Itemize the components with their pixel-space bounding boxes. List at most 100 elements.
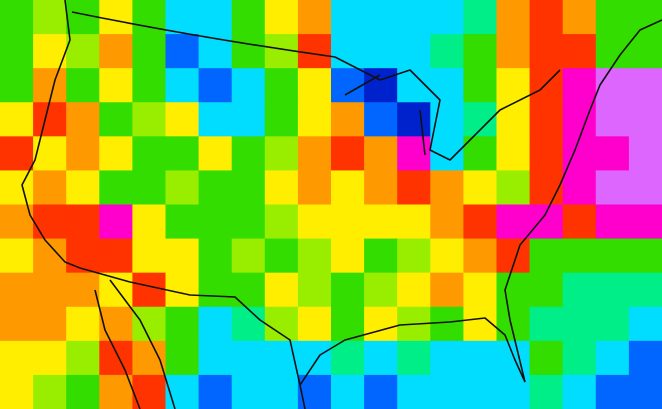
heat-cell: [66, 34, 100, 69]
heat-cell: [264, 238, 299, 274]
heat-cell: [529, 170, 564, 205]
heat-cell: [397, 272, 431, 308]
heat-cell: [66, 306, 100, 342]
heat-cell: [364, 374, 398, 409]
heat-cell: [33, 170, 67, 205]
heat-cell: [529, 374, 564, 409]
heat-cell: [165, 272, 200, 308]
heat-cell: [595, 68, 630, 103]
heat-cell: [231, 34, 266, 69]
heat-cell: [463, 238, 497, 274]
heat-cell: [165, 238, 200, 274]
heat-cell: [463, 0, 497, 35]
heat-cell: [297, 34, 332, 69]
heat-cell: [33, 374, 67, 409]
heat-cell: [595, 374, 630, 409]
heat-cell: [364, 340, 398, 376]
heat-cell: [297, 238, 332, 274]
heat-cell: [264, 68, 299, 103]
heat-cell: [529, 0, 564, 35]
heat-cell: [463, 374, 497, 409]
heat-cell: [99, 34, 133, 69]
heat-cell: [165, 340, 200, 376]
heat-cell: [0, 102, 34, 137]
heat-cell: [132, 34, 166, 69]
heat-cell: [231, 170, 266, 205]
heat-cell: [132, 238, 166, 274]
heat-cell: [0, 34, 34, 69]
heat-cell: [0, 374, 34, 409]
heat-cell: [99, 68, 133, 103]
heat-cell: [364, 170, 398, 205]
gulf-coast: [299, 317, 526, 386]
heat-cell: [562, 306, 597, 342]
heat-cell: [397, 34, 431, 69]
heat-cell: [264, 170, 299, 205]
heat-cell: [595, 0, 630, 35]
heat-cell: [529, 204, 564, 240]
heat-cell: [0, 238, 34, 274]
heat-cell: [132, 306, 166, 342]
heat-cell: [198, 170, 233, 205]
heat-cell: [297, 272, 332, 308]
heat-cell: [0, 340, 34, 376]
baja: [94, 279, 176, 409]
heat-cell: [33, 136, 67, 171]
heat-cell: [264, 102, 299, 137]
heat-cell: [66, 374, 100, 409]
heat-cell: [529, 34, 564, 69]
heat-cell: [496, 34, 531, 69]
heat-cell: [297, 102, 332, 137]
heat-cell: [595, 136, 630, 171]
heat-cell: [66, 340, 100, 376]
heat-cell: [364, 0, 398, 35]
heat-cell: [132, 102, 166, 137]
heat-cell: [297, 340, 332, 376]
heat-cell: [33, 204, 67, 240]
heat-cell: [33, 238, 67, 274]
heat-cell: [595, 238, 630, 274]
heat-cell: [0, 0, 34, 35]
heat-cell: [331, 340, 365, 376]
heat-cell: [496, 238, 531, 274]
heat-cell: [132, 68, 166, 103]
heat-cell: [132, 272, 166, 308]
heat-cell: [99, 204, 133, 240]
heat-cell: [463, 34, 497, 69]
heat-cell: [165, 204, 200, 240]
heat-cell: [231, 374, 266, 409]
heat-cell: [198, 374, 233, 409]
heat-cell: [33, 340, 67, 376]
heat-cell: [397, 102, 431, 137]
heat-cell: [397, 0, 431, 35]
heat-cell: [628, 102, 662, 137]
heat-cell: [331, 136, 365, 171]
heat-cell: [628, 136, 662, 171]
heat-cell: [0, 136, 34, 171]
heat-cell: [496, 340, 531, 376]
heat-cell: [165, 0, 200, 35]
heat-cell: [595, 272, 630, 308]
heat-cell: [397, 238, 431, 274]
heat-cell: [165, 136, 200, 171]
heat-cell: [264, 272, 299, 308]
heat-cell: [331, 102, 365, 137]
west-coast: [21, 0, 81, 269]
heat-cell: [231, 306, 266, 342]
heat-cell: [364, 306, 398, 342]
heat-cell: [331, 170, 365, 205]
heat-cell: [297, 204, 332, 240]
heat-cell: [99, 170, 133, 205]
heat-cell: [463, 204, 497, 240]
mexico-border: [79, 267, 306, 409]
heat-cell: [231, 102, 266, 137]
heat-cell: [496, 0, 531, 35]
great-lakes: [334, 56, 561, 161]
heat-cell: [529, 272, 564, 308]
heat-cell: [430, 272, 464, 308]
heat-cell: [430, 0, 464, 35]
heat-cell: [66, 0, 100, 35]
heat-cell: [430, 68, 464, 103]
